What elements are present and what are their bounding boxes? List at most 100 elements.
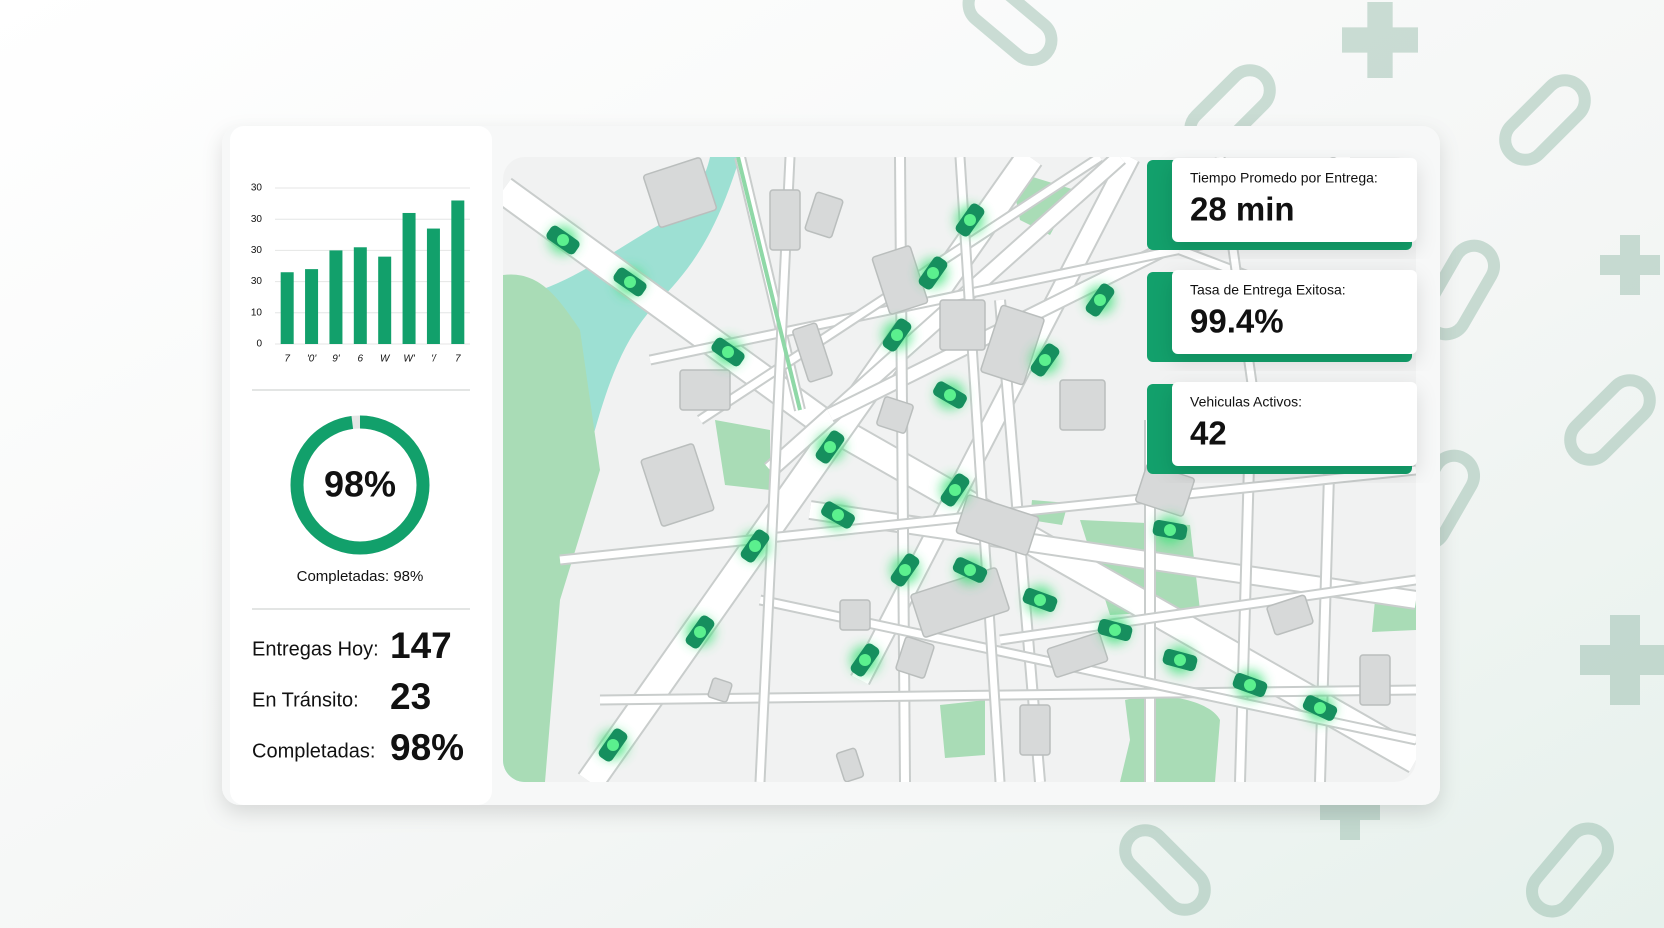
bar <box>280 272 294 344</box>
vehicle-light <box>694 626 706 638</box>
building <box>955 494 1040 556</box>
vehicle-light <box>927 267 939 279</box>
bar <box>378 256 392 344</box>
vehicle-light <box>1109 624 1121 636</box>
vehicle-light <box>1174 654 1186 666</box>
building <box>1266 594 1314 636</box>
y-tick-label: 0 <box>256 339 262 350</box>
pill-icon <box>1119 824 1211 916</box>
kpi-card <box>1172 382 1417 466</box>
y-tick-label: 30 <box>251 276 263 287</box>
stat-value: 98% <box>390 727 464 768</box>
stat-value: 23 <box>390 676 431 717</box>
vehicle-light <box>964 214 976 226</box>
vehicle-light <box>607 739 619 751</box>
bar <box>305 269 319 344</box>
donut-arc <box>290 415 430 555</box>
building <box>895 636 935 679</box>
road <box>956 157 1004 782</box>
x-tick-label: '0' <box>307 354 317 365</box>
building <box>804 191 844 239</box>
stat-label: Completadas: <box>252 740 375 762</box>
building <box>939 299 986 351</box>
vehicle-light <box>891 329 903 341</box>
x-tick-label: W <box>380 354 391 365</box>
kpi-cards: Tiempo Promedo por Entrega: 28 min Tasa de… <box>1147 158 1417 474</box>
donut-center-label: 98% <box>324 464 396 505</box>
building <box>1046 632 1109 678</box>
donut-caption: Completadas: 98% <box>297 568 424 585</box>
y-tick-label: 10 <box>251 307 263 318</box>
kpi-value: 28 min <box>1190 191 1295 228</box>
building <box>640 443 715 527</box>
vehicle-light <box>749 540 761 552</box>
stats: Entregas Hoy: 147 En Tránsito: 23 Completada… <box>252 625 464 768</box>
x-tick-label: 9' <box>332 354 341 365</box>
bar <box>426 228 440 344</box>
x-tick-label: 7 <box>284 354 290 365</box>
vehicle-light <box>624 276 636 288</box>
building <box>707 677 733 703</box>
pill-icon <box>1499 74 1591 166</box>
building <box>876 396 914 434</box>
vehicle-light <box>1314 702 1326 714</box>
y-tick-label: 30 <box>251 183 263 194</box>
vehicle-light <box>949 484 961 496</box>
cross-icon <box>1600 235 1660 295</box>
cross-icon <box>1342 2 1419 78</box>
x-tick-label: 6 <box>358 354 364 365</box>
park <box>940 700 985 758</box>
bar <box>353 247 367 344</box>
pill-icon <box>1526 822 1614 918</box>
building <box>1019 704 1051 756</box>
building <box>835 747 865 782</box>
vehicle-light <box>1164 524 1176 536</box>
vehicle-light <box>722 346 734 358</box>
x-tick-label: '/ <box>431 354 437 365</box>
cross-icon <box>1320 780 1380 840</box>
cross-icon <box>1580 615 1664 705</box>
x-tick-label: W' <box>403 354 415 365</box>
vehicle-light <box>964 564 976 576</box>
bar <box>329 250 343 344</box>
vehicle-light <box>1034 594 1046 606</box>
stat-value: 147 <box>390 625 452 666</box>
building <box>910 567 1010 638</box>
y-tick-label: 30 <box>251 214 263 225</box>
building <box>679 369 731 411</box>
building <box>839 599 871 631</box>
pill-icon <box>1564 374 1656 466</box>
park <box>503 274 600 782</box>
vehicle-light <box>557 234 569 246</box>
bar <box>451 200 465 344</box>
vehicle-light <box>832 509 844 521</box>
road <box>756 157 794 782</box>
x-tick-label: 7 <box>455 354 461 365</box>
stat-label: En Tránsito: <box>252 689 359 711</box>
vehicle-light <box>1244 679 1256 691</box>
kpi-card <box>1172 270 1417 354</box>
kpi-value: 42 <box>1190 415 1227 452</box>
park <box>715 420 770 490</box>
kpi-label: Tasa de Entrega Exitosa: <box>1190 282 1346 298</box>
kpi-label: Tiempo Promedo por Entrega: <box>1190 170 1378 186</box>
pill-icon <box>962 0 1058 66</box>
vehicle-light <box>944 389 956 401</box>
building <box>643 157 717 228</box>
park <box>1120 696 1220 782</box>
bar <box>402 212 416 344</box>
kpi-value: 99.4% <box>1190 303 1284 340</box>
vehicle-light <box>899 564 911 576</box>
vehicle-light <box>1039 354 1051 366</box>
vehicle-light <box>1094 294 1106 306</box>
road <box>999 576 1416 644</box>
road <box>579 157 1041 782</box>
left-panel <box>230 126 492 805</box>
road <box>599 686 1416 704</box>
vehicle-light <box>824 441 836 453</box>
vehicle-light <box>859 654 871 666</box>
kpi-label: Vehiculas Activos: <box>1190 394 1302 410</box>
building <box>1059 379 1106 431</box>
